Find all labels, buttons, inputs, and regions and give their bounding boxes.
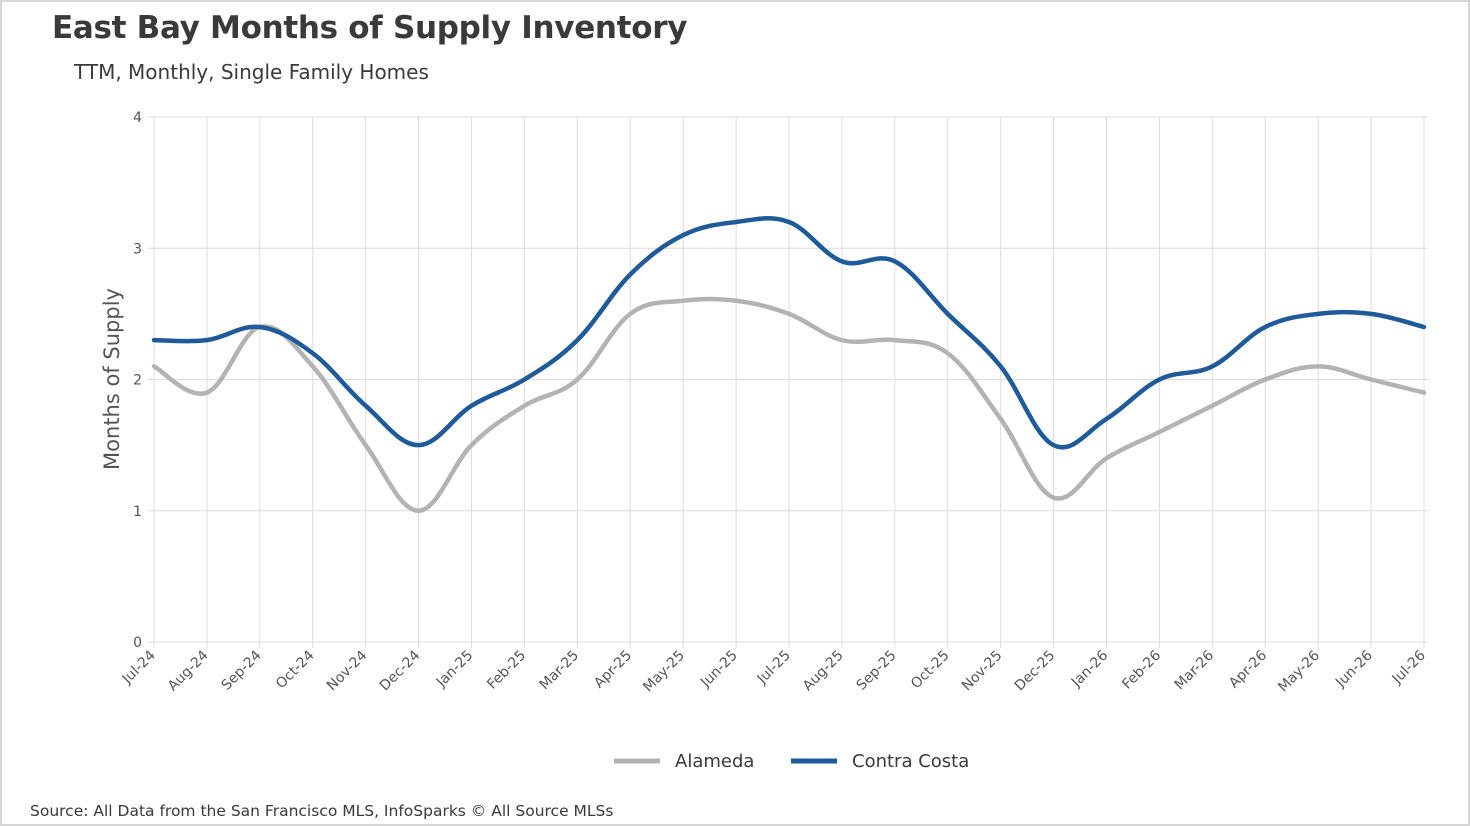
x-tick-label: Feb-26 <box>1119 647 1164 692</box>
legend-label-contra-costa: Contra Costa <box>852 751 969 772</box>
legend-label-alameda: Alameda <box>675 751 754 772</box>
x-tick-label: Oct-24 <box>273 647 318 692</box>
x-tick-label: Jul-25 <box>754 648 794 688</box>
x-tick-label: Nov-24 <box>324 647 371 694</box>
chart-subtitle: TTM, Monthly, Single Family Homes <box>74 60 429 84</box>
x-tick-label: Nov-25 <box>959 648 1006 695</box>
x-tick-label: Oct-25 <box>908 648 953 693</box>
x-tick-label: Jun-25 <box>697 648 741 692</box>
y-tick-label: 0 <box>133 635 142 651</box>
x-tick-label: Aug-25 <box>800 648 847 695</box>
y-tick-label: 3 <box>133 241 142 257</box>
source-note: Source: All Data from the San Francisco … <box>30 802 614 820</box>
x-tick-label: Jan-26 <box>1068 647 1112 691</box>
y-axis-label: Months of Supply <box>100 288 124 470</box>
x-tick-label: Mar-26 <box>1172 647 1218 693</box>
chart-title: East Bay Months of Supply Inventory <box>52 10 688 46</box>
x-tick-label: Jun-26 <box>1332 647 1376 691</box>
x-tick-label: May-25 <box>640 648 688 696</box>
x-tick-label: Jul-26 <box>1389 647 1429 687</box>
x-tick-label: Jan-25 <box>433 648 476 691</box>
legend-item-contra-costa[interactable]: Contra Costa <box>791 751 969 772</box>
series-line-contra-costa <box>151 216 1427 450</box>
series-line-alameda <box>151 296 1427 513</box>
x-tick-label: Apr-25 <box>591 648 635 692</box>
x-tick-label: Dec-24 <box>377 647 424 694</box>
grid-layer <box>148 116 1428 648</box>
y-tick-label: 1 <box>133 504 142 520</box>
x-tick-label: Apr-26 <box>1226 647 1270 691</box>
x-tick-label: Aug-24 <box>165 647 212 694</box>
x-tick-label: May-26 <box>1275 647 1323 695</box>
legend: Alameda Contra Costa <box>614 751 969 772</box>
x-tick-label: Sep-25 <box>854 648 900 694</box>
x-tick-label: Feb-25 <box>484 648 529 693</box>
x-tick-label: Dec-25 <box>1012 648 1059 695</box>
series-layer <box>151 216 1427 513</box>
y-tick-label: 4 <box>133 110 142 126</box>
x-tick-label: Jul-24 <box>119 647 159 687</box>
x-tick-label: Sep-24 <box>219 647 265 693</box>
x-tick-label: Mar-25 <box>537 648 583 694</box>
y-tick-label: 2 <box>133 373 142 389</box>
legend-item-alameda[interactable]: Alameda <box>614 751 754 772</box>
